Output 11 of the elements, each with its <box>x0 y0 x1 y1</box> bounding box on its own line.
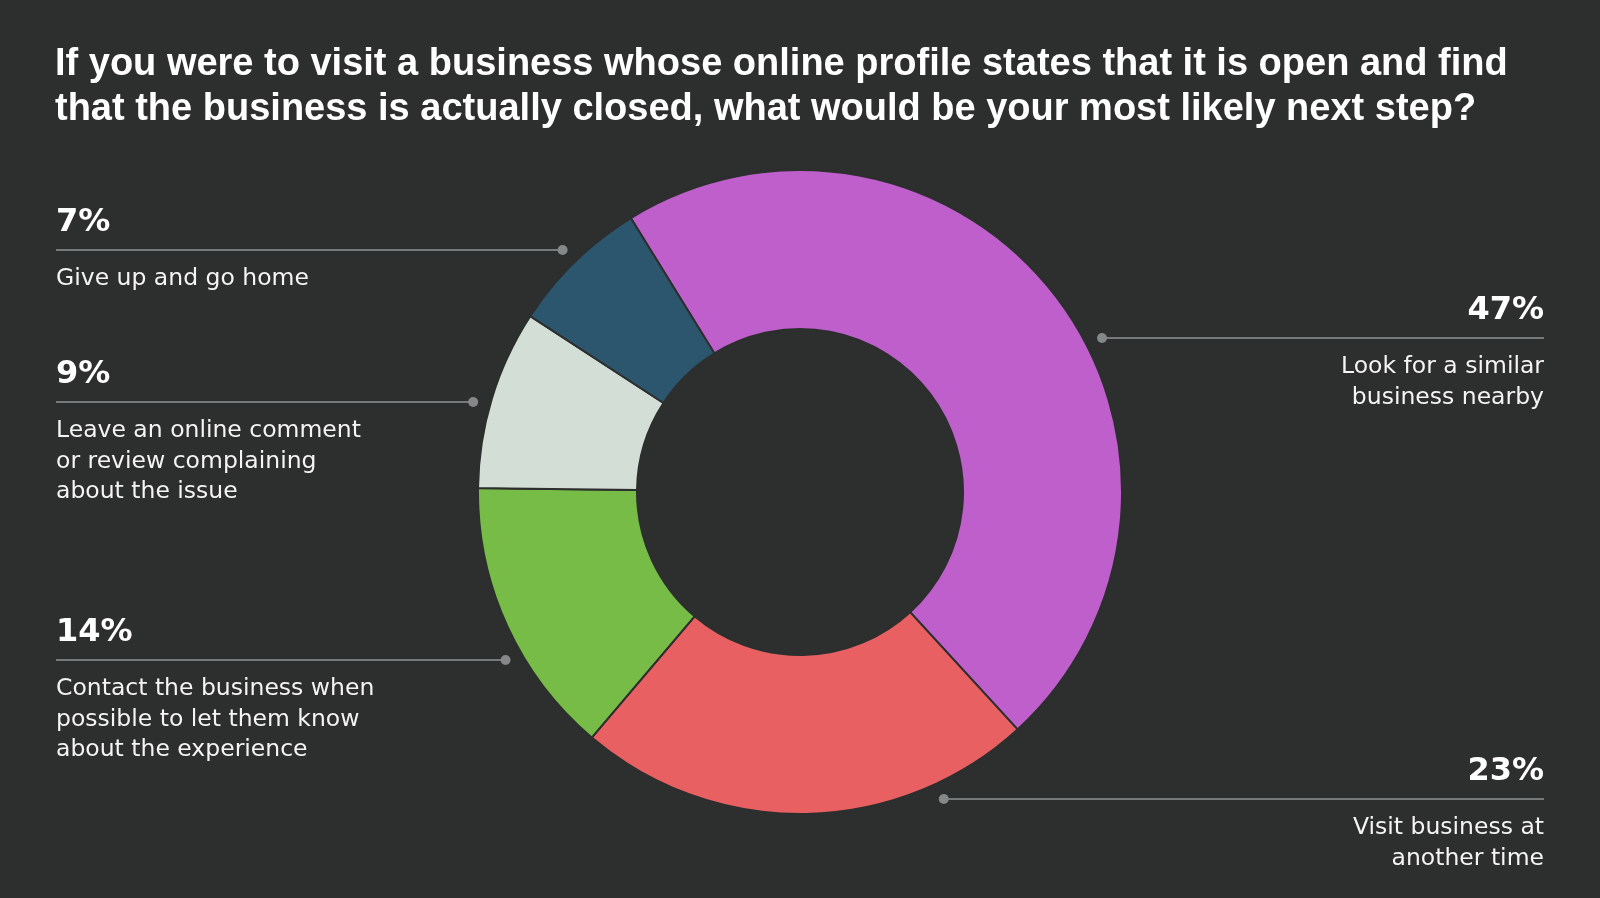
data-label: 14% <box>56 611 133 649</box>
slice-label: Give up and go home <box>56 262 310 293</box>
slice-label: Leave an online comment or review complaining about the issue <box>56 414 362 506</box>
chart-title: If you were to visit a business whose online profile states that it is open and find that the business is actually closed, what would be your most likely next step? <box>55 40 1509 130</box>
slice-label: Look for a similar business nearby <box>1340 350 1544 411</box>
slice-label: Visit business at another time <box>1351 811 1544 872</box>
data-label: 47% <box>1467 289 1544 327</box>
data-label: 7% <box>56 201 111 239</box>
data-label: 23% <box>1467 750 1544 788</box>
data-label: 9% <box>56 353 111 391</box>
slice-label: Contact the business when possible to let them know about the experience <box>56 672 376 764</box>
